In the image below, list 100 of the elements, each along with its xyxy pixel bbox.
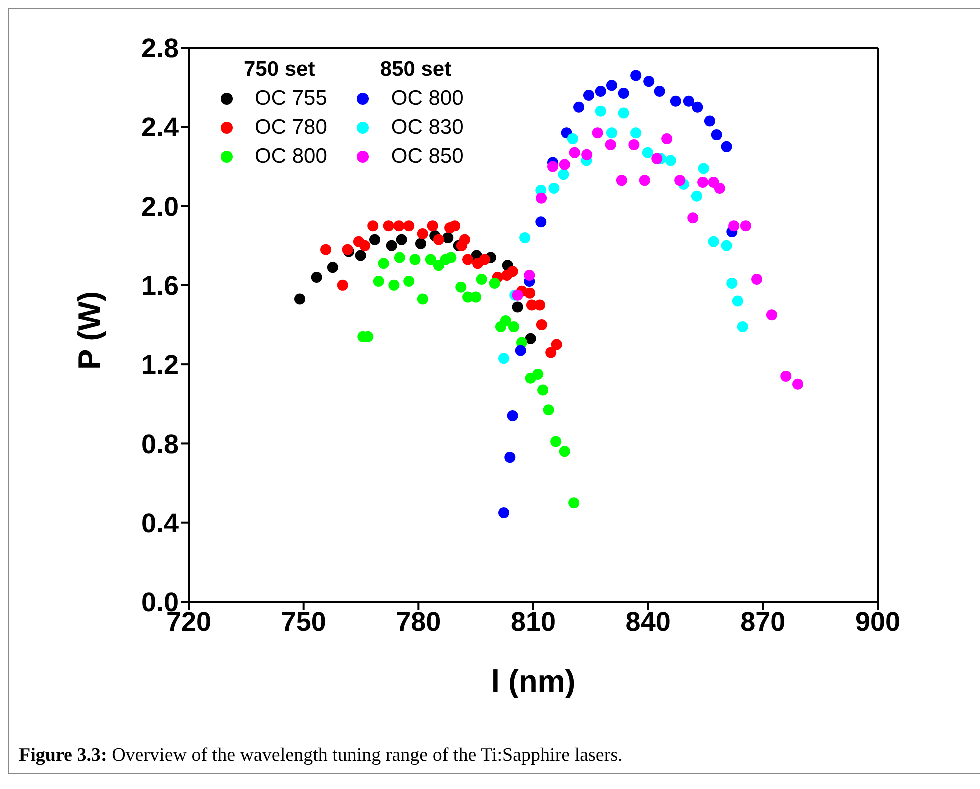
point <box>721 141 732 152</box>
point <box>605 139 616 150</box>
y-tick-label: 1.2 <box>141 350 179 380</box>
point <box>536 216 547 228</box>
point <box>714 182 726 194</box>
point <box>732 296 744 307</box>
y-tick-label: 0.4 <box>141 508 179 538</box>
point <box>417 294 428 305</box>
point <box>294 294 306 305</box>
point <box>726 278 738 289</box>
point <box>456 282 467 293</box>
point <box>462 254 474 266</box>
point <box>559 446 570 458</box>
point <box>446 252 457 264</box>
point <box>512 290 524 301</box>
legend-label: OC 755 <box>255 86 328 110</box>
point <box>550 436 562 448</box>
point <box>584 90 595 101</box>
point <box>388 280 400 291</box>
point <box>766 310 778 321</box>
point <box>311 272 322 284</box>
x-tick-label: 840 <box>626 607 671 638</box>
y-tick-label: 2.8 <box>141 34 179 64</box>
point <box>415 238 426 250</box>
point <box>628 139 640 150</box>
point <box>368 220 379 232</box>
point <box>674 175 686 186</box>
point <box>489 278 500 289</box>
point <box>536 192 548 204</box>
point <box>500 316 512 327</box>
point <box>792 378 804 390</box>
point <box>524 288 536 299</box>
point <box>630 70 642 82</box>
point <box>595 86 606 98</box>
y-tick-label: 1.6 <box>141 271 179 302</box>
point <box>606 80 618 92</box>
point <box>396 234 408 246</box>
point <box>546 347 557 358</box>
point <box>644 76 655 88</box>
point <box>512 302 524 313</box>
point <box>558 169 570 180</box>
point <box>525 333 536 344</box>
point <box>327 262 338 274</box>
x-tick-label: 750 <box>281 607 326 638</box>
point <box>404 220 415 232</box>
x-tick-label: 900 <box>855 607 901 638</box>
point <box>567 134 578 145</box>
point <box>534 300 546 311</box>
point <box>708 236 720 248</box>
point <box>711 130 722 141</box>
point <box>616 175 628 186</box>
point <box>662 134 673 145</box>
y-tick-label: 2.4 <box>141 112 179 143</box>
point <box>698 177 709 188</box>
legend-label: OC 830 <box>391 116 464 140</box>
point <box>704 116 716 127</box>
point <box>404 276 415 287</box>
point <box>524 270 536 282</box>
point <box>433 260 444 272</box>
point <box>691 190 702 202</box>
point <box>427 220 438 232</box>
point <box>574 102 585 113</box>
point <box>595 106 606 117</box>
point <box>450 220 461 232</box>
point <box>582 149 593 160</box>
point <box>737 321 748 332</box>
point <box>386 240 398 252</box>
x-tick-label: 780 <box>396 607 442 638</box>
point <box>425 254 436 266</box>
point <box>688 212 699 224</box>
point <box>548 182 560 194</box>
point <box>721 240 732 252</box>
point <box>383 220 394 232</box>
point <box>551 339 562 350</box>
legend-label: OC 800 <box>255 144 328 168</box>
point <box>698 163 710 174</box>
point <box>652 153 663 164</box>
point <box>360 240 371 252</box>
point <box>479 254 490 266</box>
point <box>618 88 630 100</box>
point <box>394 252 406 264</box>
point <box>670 96 682 107</box>
point <box>683 96 694 107</box>
y-tick-label: 2.0 <box>141 192 179 222</box>
point <box>568 498 580 509</box>
y-axis-title: P (W) <box>72 291 108 370</box>
point <box>532 368 544 380</box>
caption: Figure 3.3: Overview of the wavelength tuning range of the Ti:Sapphire lasers. <box>18 744 624 768</box>
point <box>320 244 332 256</box>
point <box>337 280 348 291</box>
x-axis-title: l (nm) <box>491 664 576 699</box>
point <box>370 234 381 246</box>
point <box>476 274 488 285</box>
legend-label: OC 800 <box>391 86 464 110</box>
point <box>606 128 618 139</box>
point <box>780 370 792 382</box>
x-tick-label: 870 <box>740 607 786 638</box>
point <box>692 102 704 113</box>
point <box>548 161 559 172</box>
point <box>410 254 421 266</box>
